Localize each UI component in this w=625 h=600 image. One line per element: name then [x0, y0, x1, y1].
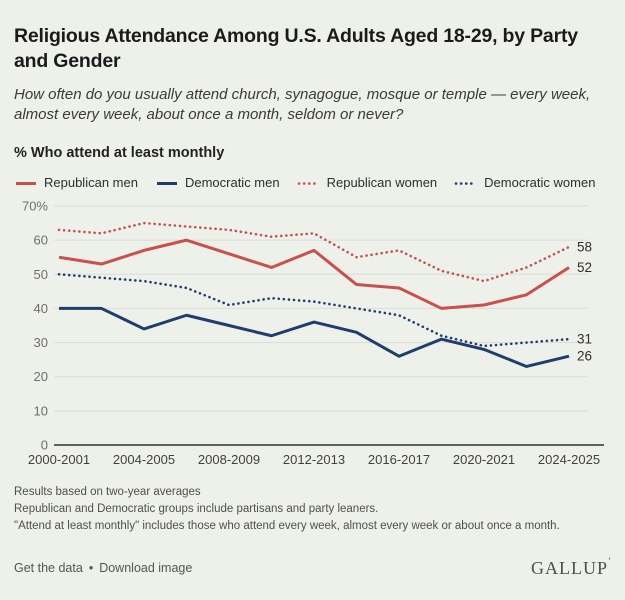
y-tick-label: 70% — [22, 199, 48, 214]
y-tick-label: 0 — [41, 438, 48, 453]
y-tick-label: 10 — [34, 404, 48, 419]
x-tick-label: 2024-2025 — [538, 452, 600, 467]
x-tick-label: 2000-2001 — [28, 452, 90, 467]
footnote-line: Results based on two-year averages — [14, 486, 201, 499]
x-tick-label: 2016-2017 — [368, 452, 430, 467]
attendance-chart-svg: 0 10 20 30 40 50 60 70% 2000-2001 2004-2005 2008-2… — [22, 199, 604, 467]
chart-footnotes: Results based on two-year averages Repub… — [14, 484, 611, 534]
legend-label: Republican women — [326, 175, 438, 191]
y-tick-label: 30 — [34, 335, 48, 350]
footer-bar: Get the data • Download image GALLUP’ — [14, 556, 611, 579]
survey-question-subtitle: How often do you usually attend church, … — [14, 85, 591, 123]
end-value-label-democratic-women: 31 — [577, 332, 592, 347]
legend-label: Republican men — [44, 175, 138, 191]
end-value-label-republican-men: 52 — [577, 260, 592, 275]
legend-item-democratic-men: Democratic men — [155, 175, 280, 190]
download-image-link[interactable]: Download image — [99, 560, 193, 575]
x-tick-label: 2004-2005 — [113, 452, 175, 467]
trademark-mark: ’ — [608, 556, 611, 567]
series-line-democratic-men — [59, 307, 570, 369]
footer-links: Get the data • Download image — [14, 561, 192, 575]
legend-swatch-republican-men — [14, 175, 38, 190]
chart-axis-title: % Who attend at least monthly — [14, 145, 225, 162]
chart-legend: Republican men Democratic men Republican… — [14, 175, 611, 190]
series-line-republican-women — [57, 221, 571, 283]
link-separator: • — [88, 560, 94, 575]
legend-item-republican-women: Republican women — [297, 175, 438, 191]
gallup-logo: GALLUP’ — [531, 556, 611, 579]
legend-swatch-democratic-men — [155, 175, 179, 190]
page-title: Religious Attendance Among U.S. Adults A… — [14, 25, 578, 73]
legend-item-democratic-women: Democratic women — [454, 175, 595, 190]
end-value-label-republican-women: 58 — [577, 240, 592, 255]
legend-label: Democratic men — [184, 175, 280, 191]
series-line-republican-men — [58, 238, 570, 311]
attendance-line-chart: 0 10 20 30 40 50 60 70% 2000-2001 2004-2005 2008-2… — [14, 192, 611, 474]
end-value-label-democratic-men: 26 — [577, 349, 592, 364]
series-line-democratic-women — [57, 273, 571, 348]
y-tick-label: 50 — [34, 267, 48, 282]
get-the-data-link[interactable]: Get the data — [14, 560, 83, 575]
legend-swatch-republican-women — [297, 175, 321, 190]
footnote-line: Republican and Democratic groups include… — [14, 502, 379, 515]
footnote-line: "Attend at least monthly" includes those… — [14, 519, 560, 532]
x-tick-label: 2008-2009 — [198, 452, 260, 467]
y-tick-label: 60 — [34, 233, 48, 248]
x-tick-label: 2020-2021 — [453, 452, 515, 467]
y-tick-label: 40 — [34, 301, 48, 316]
y-tick-label: 20 — [34, 369, 48, 384]
legend-swatch-democratic-women — [454, 175, 478, 190]
legend-item-republican-men: Republican men — [14, 175, 138, 190]
legend-label: Democratic women — [484, 175, 596, 191]
x-tick-label: 2012-2013 — [283, 452, 345, 467]
